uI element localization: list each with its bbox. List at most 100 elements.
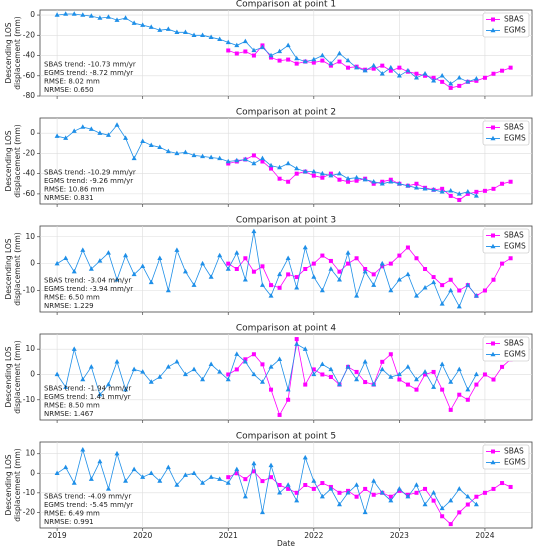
egms-point [448,287,454,293]
egms-point [422,70,428,76]
egms-point [268,462,274,468]
egms-point [131,20,137,25]
sbas-point [286,397,291,402]
egms-point [396,180,402,186]
egms-point [302,244,308,250]
egms-point [148,379,154,384]
sbas-point [371,66,376,71]
egms-point [208,154,214,160]
y-axis-label: displacement (mm) [13,448,22,521]
egms-point [63,464,69,470]
panel-title: Comparison at point 2 [236,108,336,118]
egms-point [345,250,351,255]
egms-point [191,152,197,158]
egms-point [80,12,86,17]
sbas-point [380,359,385,364]
legend-marker [490,27,496,33]
egms-point [140,22,146,27]
egms-point [71,268,77,274]
sbas-point [500,261,505,266]
sbas-point [277,176,282,181]
egms-point [473,293,479,298]
egms-point [165,287,171,293]
sbas-point [448,522,453,527]
egms-point [371,62,377,68]
sbas-point [328,258,333,263]
y-axis-label: Descending LOS [4,346,13,407]
egms-point [328,172,334,178]
sbas-point [380,63,385,68]
sbas-point [474,494,479,499]
x-tick-label: 2024 [475,531,494,540]
sbas-point [371,181,376,186]
egms-point [88,13,94,18]
sbas-point [482,372,487,377]
egms-point [379,490,385,495]
egms-point [251,228,257,234]
egms-point [268,293,274,298]
sbas-point [269,387,274,392]
egms-point [345,490,351,495]
egms-point [174,482,180,487]
sbas-point [269,475,274,480]
sbas-point [251,269,256,274]
sbas-point [320,372,325,377]
sbas-point [243,49,248,54]
egms-point [336,501,342,507]
egms-point [225,39,231,45]
sbas-point [397,253,402,258]
sbas-point [414,181,419,186]
egms-point [362,176,368,182]
egms-point [413,293,419,298]
egms-point [465,282,471,287]
egms-point [439,301,445,306]
egms-point [268,364,274,369]
egms-point [182,371,188,377]
egms-point [191,32,197,37]
egms-point [354,293,360,298]
sbas-point [234,367,239,372]
legend-marker [491,125,495,130]
egms-point [157,374,163,379]
egms-point [80,447,86,452]
egms-point [285,482,291,487]
panel: Comparison at point 2 Descending LOS displ… [4,108,533,207]
egms-point [200,480,206,485]
sbas-point [311,486,316,491]
legend-marker [490,135,496,141]
sbas-point [226,261,231,266]
annotation: EGMS trend: -8.72 mm/yr [44,69,133,77]
y-tick-label: 0 [30,10,35,19]
egms-point [165,148,171,154]
sbas-point [226,161,231,166]
egms-point [63,384,69,389]
egms-point [277,490,283,495]
egms-point [413,482,419,487]
egms-point [148,142,154,148]
x-tick-label: 2021 [219,531,238,540]
plot-area [39,333,533,421]
egms-point [105,250,111,255]
plot-area [39,441,533,529]
legend-label: SBAS [504,123,524,132]
sbas-point [226,48,231,53]
sbas-point [431,75,436,80]
y-tick-label: -20 [23,30,35,39]
panel: Comparison at point 5 Descending LOS displ… [4,432,533,548]
sbas-point [423,372,428,377]
sbas-point [414,256,419,261]
egms-point [285,386,291,392]
series-line [228,44,511,89]
egms-point [448,379,454,384]
egms-point [191,470,197,475]
egms-point [174,29,180,34]
annotation: NRMSE: 1.229 [44,302,94,310]
sbas-point [311,367,316,372]
egms-point [405,493,411,499]
sbas-point [337,269,342,274]
annotation: EGMS trend: 1.41 mm/yr [44,393,131,401]
egms-point [439,361,445,367]
sbas-point [482,188,487,193]
egms-point [448,81,454,86]
